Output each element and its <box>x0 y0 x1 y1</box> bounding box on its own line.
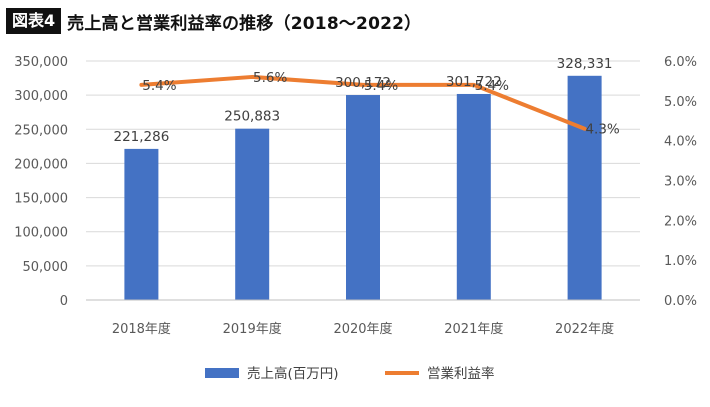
margin-value-label: 5.4% <box>142 78 176 94</box>
revenue-value-label: 301,722 <box>446 74 502 90</box>
x-category-label: 2022年度 <box>555 321 614 337</box>
left-tick-label: 150,000 <box>14 192 68 207</box>
right-tick-label: 2.0% <box>664 214 697 229</box>
revenue-bar <box>124 148 159 300</box>
revenue-bars <box>124 75 602 300</box>
left-tick-label: 200,000 <box>14 157 68 172</box>
x-category-label: 2018年度 <box>112 321 171 337</box>
right-tick-label: 6.0% <box>664 55 697 70</box>
right-tick-label: 5.0% <box>664 95 697 110</box>
right-tick-label: 3.0% <box>664 175 697 190</box>
legend: 売上高(百万円) 営業利益率 <box>205 365 495 382</box>
chart-title-bar: 図表4 売上高と営業利益率の推移（2018〜2022） <box>6 8 421 34</box>
x-category-label: 2020年度 <box>333 321 392 337</box>
revenue-value-label: 300,172 <box>335 75 391 91</box>
revenue-value-label: 250,883 <box>224 109 280 125</box>
revenue-bar <box>235 128 270 300</box>
right-y-axis: 0.0% 1.0% 2.0% 3.0% 4.0% 5.0% 6.0% <box>664 55 697 309</box>
left-tick-label: 300,000 <box>14 89 68 104</box>
left-tick-label: 350,000 <box>14 55 68 70</box>
revenue-bar <box>567 75 602 300</box>
revenue-bar <box>456 93 491 300</box>
legend-bar-swatch <box>205 368 239 378</box>
revenue-value-label: 328,331 <box>557 56 613 72</box>
operating-margin-line <box>139 74 587 131</box>
margin-value-label: 5.6% <box>253 70 287 86</box>
legend-bar-label: 売上高(百万円) <box>247 365 339 382</box>
x-category-label: 2019年度 <box>223 321 282 337</box>
revenue-bar <box>346 95 380 300</box>
margin-value-label: 5.4% <box>364 78 398 94</box>
revenue-value-label: 221,286 <box>113 129 169 145</box>
x-axis: 2018年度 2019年度 2020年度 2021年度 2022年度 <box>86 299 640 337</box>
data-labels: 221,286 250,883 300,172 301,722 328,331 5.4% 5… <box>113 56 619 145</box>
left-y-axis: 0 50,000 100,000 150,000 200,000 250,000 300,0… <box>14 55 68 309</box>
x-category-label: 2021年度 <box>444 321 503 337</box>
figure-number-badge: 図表4 <box>6 8 62 34</box>
right-tick-label: 0.0% <box>664 294 697 309</box>
left-tick-label: 0 <box>60 294 68 309</box>
left-tick-label: 50,000 <box>23 260 69 275</box>
right-tick-label: 4.0% <box>664 135 697 150</box>
left-tick-label: 100,000 <box>14 226 68 241</box>
legend-line-label: 営業利益率 <box>427 365 495 382</box>
right-tick-label: 1.0% <box>664 254 697 269</box>
chart-title: 売上高と営業利益率の推移（2018〜2022） <box>67 13 422 34</box>
margin-value-label: 4.3% <box>585 122 619 138</box>
margin-value-label: 5.4% <box>475 78 509 94</box>
left-tick-label: 250,000 <box>14 123 68 138</box>
